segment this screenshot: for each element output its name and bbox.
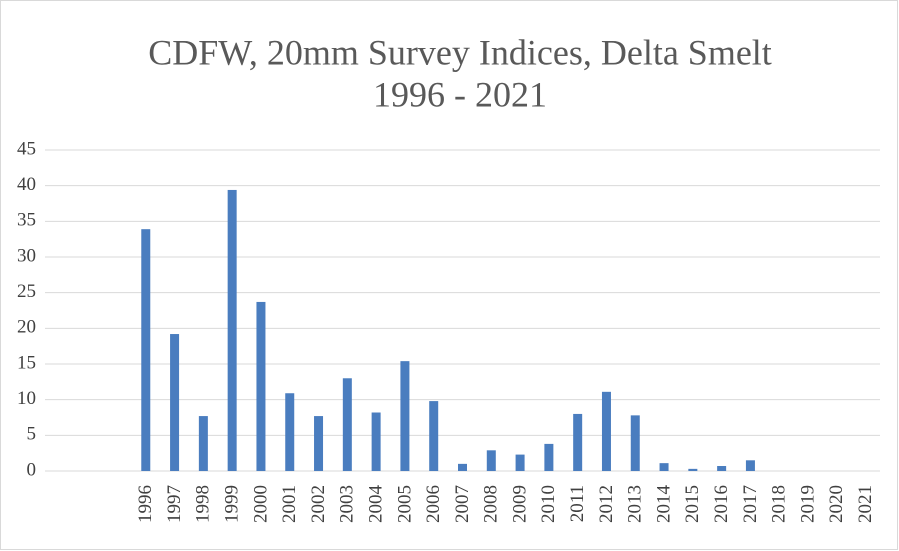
bar [573,413,583,471]
bar [515,454,525,471]
y-tick-label: 40 [17,174,36,195]
x-tick-label: 2006 [423,485,444,523]
chart-title: CDFW, 20mm Survey Indices, Delta Smelt [148,32,772,72]
x-tick-label: 2003 [337,485,358,523]
y-tick-label: 10 [17,388,36,409]
bar [141,229,151,471]
x-tick-label: 2017 [740,485,761,523]
x-tick-label: 1998 [193,485,214,523]
x-tick-label: 2015 [682,485,703,523]
x-tick-label: 2004 [365,485,386,524]
bar [601,391,611,471]
x-tick-label: 1999 [222,485,243,523]
bar [659,463,669,471]
y-tick-label: 5 [27,424,37,445]
bar [458,463,467,471]
x-tick-label: 2014 [653,485,674,524]
y-tick-label: 20 [17,317,36,338]
bar [400,361,410,471]
y-tick-label: 45 [17,138,36,159]
y-tick-label: 0 [27,459,37,480]
y-tick-label: 35 [17,210,36,231]
x-tick-label: 2021 [855,485,876,523]
bar [314,416,324,471]
bar [256,301,266,471]
x-tick-label: 2010 [538,485,559,523]
bar [342,378,352,471]
y-tick-label: 30 [17,245,36,266]
bar [688,468,698,471]
x-tick-label: 1997 [164,485,185,523]
x-tick-label: 2002 [308,485,329,523]
x-tick-label: 2007 [452,485,473,523]
bar [717,466,727,471]
bar [227,189,237,472]
x-tick-label: 2008 [481,485,502,523]
bar [198,416,208,471]
x-tick-label: 2001 [279,485,300,523]
x-tick-label: 2013 [625,485,646,523]
x-tick-label: 2009 [509,485,530,523]
x-tick-label: 2005 [394,485,415,523]
x-tick-label: 2016 [711,485,732,523]
bar [371,412,381,471]
bar [285,393,295,471]
bar [745,460,755,471]
bar [429,401,439,471]
x-tick-label: 2011 [567,485,588,522]
y-tick-label: 15 [17,352,36,373]
x-tick-label: 2018 [769,485,790,523]
x-tick-label: 2019 [797,485,818,523]
chart-subtitle: 1996 - 2021 [373,74,547,114]
x-tick-label: 2000 [250,485,271,523]
bar [630,415,640,471]
x-tick-label: 2012 [596,485,617,523]
bar [170,334,180,471]
bar [486,450,496,471]
y-tick-label: 25 [17,281,36,302]
bar [544,443,554,471]
x-tick-label: 2020 [826,485,847,523]
x-tick-label: 1996 [135,485,156,523]
